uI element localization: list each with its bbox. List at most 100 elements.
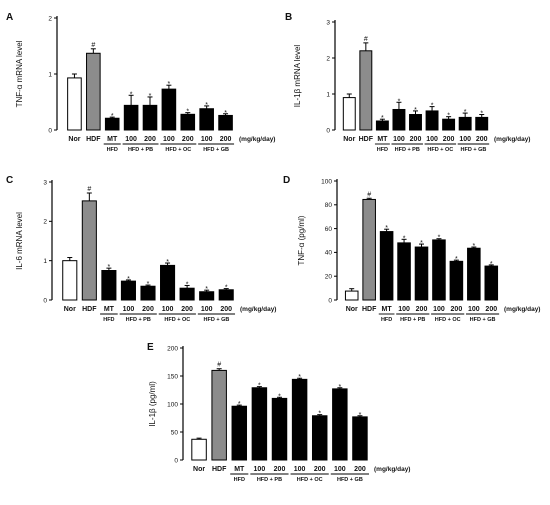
group-label: HFD + OC <box>297 477 323 483</box>
group-label: HFD <box>234 477 245 483</box>
x-category-label: 100 <box>459 136 471 143</box>
y-tick-label: 0 <box>328 297 332 304</box>
bar <box>311 415 328 461</box>
bar <box>484 265 499 301</box>
x-category-label: 100 <box>433 306 445 313</box>
star-marker: * <box>130 91 133 98</box>
group-label: HFD + PB <box>126 317 151 323</box>
star-marker: * <box>166 259 169 266</box>
y-tick-label: 1 <box>326 91 330 98</box>
x-category-label: Nor <box>346 306 358 313</box>
bar <box>199 108 214 131</box>
bar <box>379 231 394 301</box>
y-axis-label: IL-6 mRNA level <box>15 212 24 270</box>
star-marker: * <box>338 384 341 391</box>
star-marker: * <box>278 393 281 400</box>
y-tick-label: 3 <box>43 179 47 186</box>
x-category-label: 100 <box>398 306 410 313</box>
group-label: HFD + OC <box>427 147 453 153</box>
x-category-label: 200 <box>416 306 428 313</box>
x-category-label: 200 <box>142 306 154 313</box>
x-category-label: 100 <box>468 306 480 313</box>
panel-c: C 0 1 2 3 IL-6 mRNA level # * * * * * * * Nor HDF MT 100 2… <box>6 175 276 323</box>
y-axis-label: TNF-α mRNA level <box>15 40 24 107</box>
group-label: HFD <box>107 147 118 153</box>
group-label: HFD + GB <box>204 317 230 323</box>
star-marker: * <box>108 264 111 271</box>
bar <box>251 387 268 461</box>
star-marker: * <box>359 412 362 419</box>
star-marker: * <box>186 281 189 288</box>
bar <box>359 50 373 131</box>
y-tick-label: 50 <box>171 429 179 436</box>
bar <box>218 114 233 131</box>
hash-marker: # <box>367 191 371 198</box>
x-category-label: 200 <box>314 466 326 473</box>
group-label: HFD + GB <box>470 317 496 323</box>
x-category-label: 100 <box>426 136 438 143</box>
group-label: HFD + PB <box>400 317 425 323</box>
x-category-label: 200 <box>274 466 286 473</box>
x-category-label: 200 <box>144 136 156 143</box>
bar <box>397 242 411 301</box>
y-tick-label: 0 <box>48 127 52 134</box>
x-category-label: MT <box>382 306 393 313</box>
panel-letter: E <box>147 342 154 353</box>
star-marker: * <box>238 401 241 408</box>
group-label: HFD + PB <box>395 147 420 153</box>
star-marker: * <box>490 261 493 268</box>
x-category-label: 200 <box>220 136 232 143</box>
star-marker: * <box>318 411 321 418</box>
star-marker: * <box>420 240 423 247</box>
y-tick-label: 40 <box>325 250 333 257</box>
y-tick-label: 60 <box>325 226 333 233</box>
star-marker: * <box>472 243 475 250</box>
panel-d: D 0 20 40 60 80 100 TNF-α (pg/ml) # * * * * * * * Nor HDF… <box>283 175 540 323</box>
bar <box>475 116 489 131</box>
y-tick-label: 2 <box>326 55 330 62</box>
star-marker: * <box>455 256 458 263</box>
bar <box>101 270 117 301</box>
star-marker: * <box>225 285 228 292</box>
hash-marker: # <box>91 42 95 49</box>
star-marker: * <box>186 109 189 116</box>
x-category-label: 100 <box>254 466 266 473</box>
bar <box>449 260 464 301</box>
x-category-label: 200 <box>220 306 232 313</box>
unit-label: (mg/kg/day) <box>374 466 410 473</box>
x-category-label: 200 <box>476 136 488 143</box>
x-category-label: HDF <box>362 306 377 313</box>
star-marker: * <box>381 115 384 122</box>
bar <box>442 118 456 131</box>
star-marker: * <box>258 383 261 390</box>
y-axis-label: TNF-α (pg/ml) <box>297 215 306 265</box>
bar <box>120 280 136 301</box>
group-label: HFD <box>381 317 392 323</box>
y-tick-label: 80 <box>325 202 333 209</box>
bar <box>375 120 389 131</box>
star-marker: * <box>205 286 208 293</box>
star-marker: * <box>414 107 417 114</box>
group-label: HFD + PB <box>128 147 153 153</box>
bar <box>332 388 348 461</box>
x-category-label: HDF <box>86 136 101 143</box>
x-category-label: 200 <box>182 136 194 143</box>
bar <box>271 397 288 461</box>
star-marker: * <box>168 81 171 88</box>
y-tick-label: 100 <box>167 401 178 408</box>
hash-marker: # <box>364 36 368 43</box>
panel-b: B 0 1 2 3 IL-1β mRNA level # * * * * * * * Nor HDF MT 100… <box>285 12 530 153</box>
x-category-label: Nor <box>193 466 205 473</box>
group-label: HFD + OC <box>164 317 190 323</box>
panel-e: E 0 50 100 150 200 IL-1β (pg/ml) # * * * * * * * Nor HDF… <box>147 342 410 483</box>
bar <box>81 200 97 301</box>
bar <box>191 438 207 461</box>
star-marker: * <box>447 113 450 120</box>
star-marker: * <box>464 109 467 116</box>
star-marker: * <box>385 225 388 232</box>
bar <box>458 116 472 131</box>
bar <box>179 287 195 301</box>
x-category-label: 100 <box>334 466 346 473</box>
y-tick-label: 0 <box>174 457 178 464</box>
bar <box>342 97 356 131</box>
